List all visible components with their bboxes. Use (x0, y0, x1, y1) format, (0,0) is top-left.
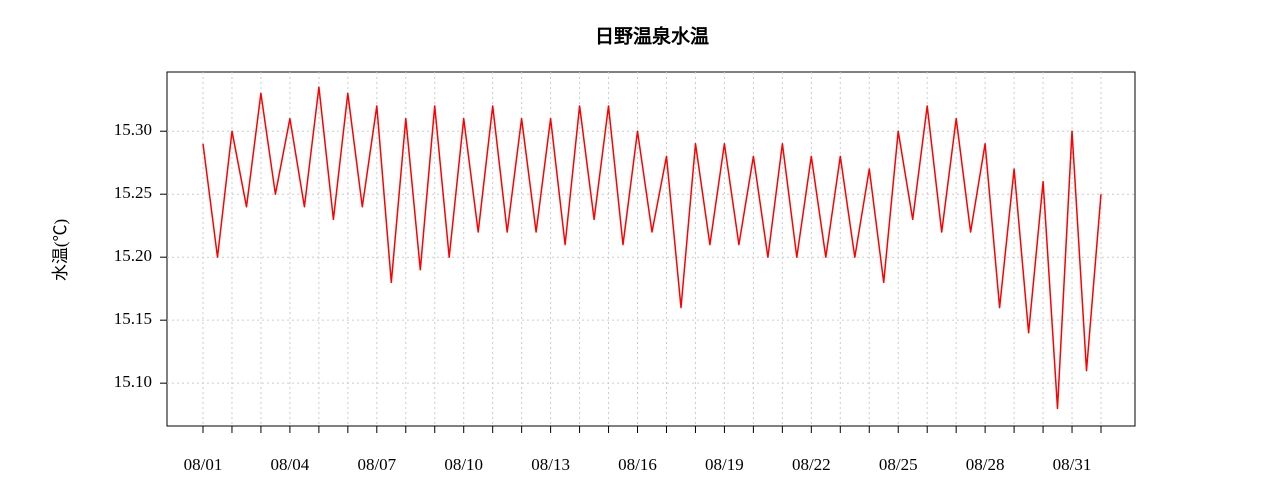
x-tick-label: 08/19 (705, 455, 744, 474)
y-axis-label: 水温(℃) (51, 219, 70, 281)
x-tick-label: 08/22 (792, 455, 831, 474)
y-tick-label: 15.30 (114, 120, 152, 139)
x-tick-label: 08/13 (531, 455, 570, 474)
y-tick-label: 15.10 (114, 372, 152, 391)
x-tick-label: 08/31 (1053, 455, 1092, 474)
x-tick-label: 08/28 (966, 455, 1005, 474)
x-tick-label: 08/04 (271, 455, 310, 474)
y-tick-label: 15.15 (114, 309, 152, 328)
x-tick-label: 08/10 (444, 455, 483, 474)
y-tick-label: 15.20 (114, 246, 152, 265)
plot-frame (166, 71, 1136, 427)
x-tick-label: 08/25 (879, 455, 918, 474)
chart-title: 日野温泉水温 (595, 24, 709, 47)
data-line (202, 86, 1102, 410)
x-tick-label: 08/07 (357, 455, 396, 474)
x-tick-label: 08/01 (184, 455, 223, 474)
y-tick-label: 15.25 (114, 183, 152, 202)
x-tick-label: 08/16 (618, 455, 657, 474)
